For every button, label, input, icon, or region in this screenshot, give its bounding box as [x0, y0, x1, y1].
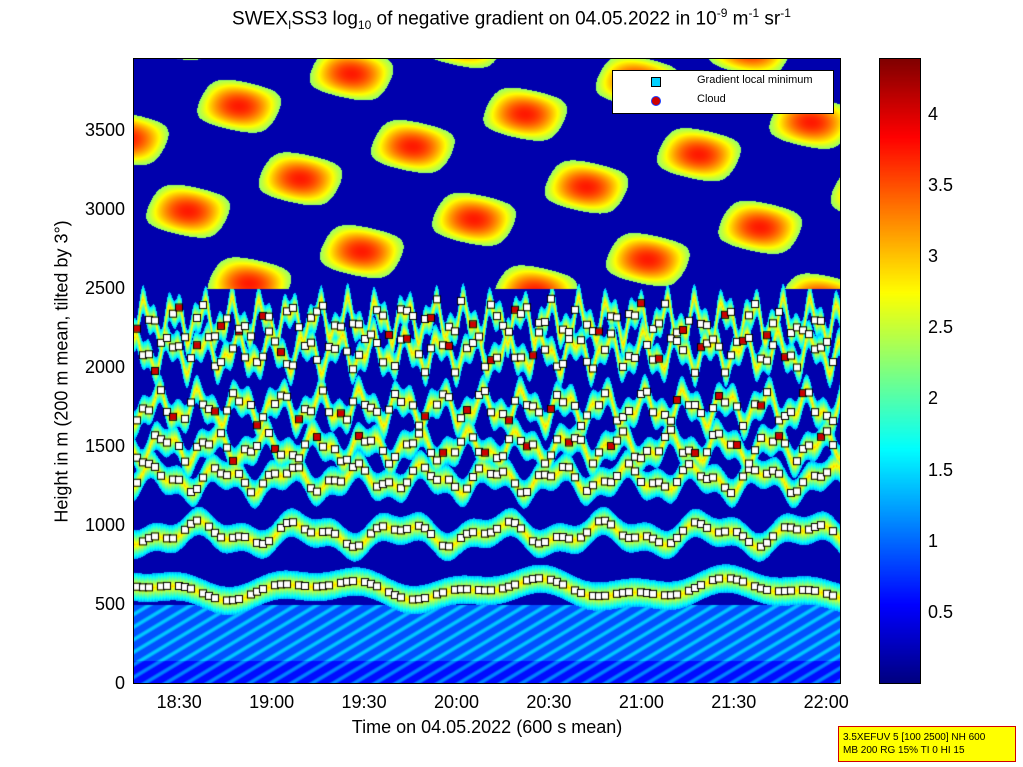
- y-tick-label: 1000: [84, 514, 125, 535]
- y-tick-label: 1500: [84, 435, 125, 456]
- colorbar: [879, 58, 921, 684]
- legend-item-cloud: Cloud: [613, 92, 833, 110]
- y-tick-label: 500: [94, 593, 125, 614]
- x-tick-label: 20:30: [526, 692, 572, 712]
- colorbar-tick-label: 2.5: [928, 317, 954, 338]
- circle-marker-icon: [651, 96, 661, 106]
- x-tick-label: 22:00: [803, 692, 849, 712]
- square-marker-icon: [651, 77, 661, 87]
- y-axis-label: Height in m (200 m mean, tilted by 3°): [51, 219, 72, 523]
- legend-item-gradient: Gradient local minimum: [613, 73, 833, 91]
- colorbar-tick-label: 0.5: [928, 601, 954, 622]
- colorbar-frame: [879, 58, 921, 684]
- colorbar-tick-label: 1: [928, 530, 939, 551]
- legend: Gradient local minimum Cloud: [612, 70, 834, 114]
- x-tick-label: 21:30: [711, 692, 757, 712]
- y-tick-label: 3000: [84, 198, 125, 219]
- colorbar-tick-label: 2: [928, 388, 939, 409]
- x-tick-label: 18:30: [156, 692, 202, 712]
- colorbar-tick-label: 3: [928, 246, 939, 267]
- y-tick-label: 2000: [84, 356, 125, 377]
- colorbar-tick-label: 1.5: [928, 459, 954, 480]
- info-line-1: 3.5XEFUV 5 [100 2500] NH 600: [843, 732, 986, 743]
- x-tick-label: 19:00: [249, 692, 295, 712]
- heatmap-canvas: [133, 58, 841, 684]
- plot-frame: [133, 58, 841, 684]
- x-tick-label: 20:00: [433, 692, 479, 712]
- y-tick-label: 2500: [84, 277, 125, 298]
- legend-label: Gradient local minimum: [697, 74, 813, 86]
- y-tick-label: 3500: [84, 119, 125, 140]
- y-tick-label: 0: [114, 673, 125, 693]
- x-tick-label: 21:00: [618, 692, 664, 712]
- chart-title: SWEXISS3 log10 of negative gradient on 0…: [232, 6, 791, 33]
- x-axis-label: Time on 04.05.2022 (600 s mean): [351, 717, 623, 737]
- colorbar-tick-label: 3.5: [928, 175, 954, 196]
- colorbar-tick-label: 4: [928, 103, 939, 124]
- info-line-2: MB 200 RG 15% TI 0 HI 15: [843, 745, 965, 756]
- x-tick-label: 19:30: [341, 692, 387, 712]
- info-box: 3.5XEFUV 5 [100 2500] NH 600 MB 200 RG 1…: [838, 726, 1016, 762]
- legend-label: Cloud: [697, 93, 726, 105]
